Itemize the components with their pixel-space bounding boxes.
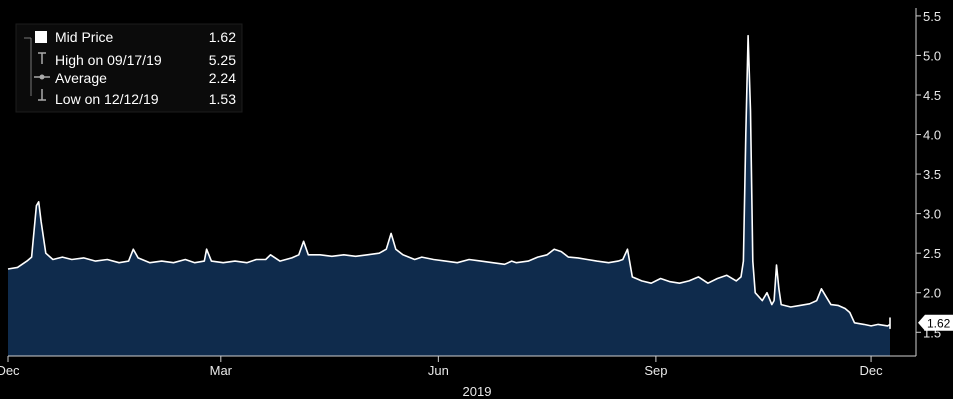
legend-name-high: High on 09/17/19 xyxy=(55,52,162,68)
x-tick-label: Jun xyxy=(428,363,449,378)
price-area-fill xyxy=(8,35,890,356)
x-tick-label: Mar xyxy=(210,363,233,378)
last-value-label: 1.62 xyxy=(927,316,951,330)
high-marker-icon xyxy=(38,52,46,64)
y-tick-label: 5.0 xyxy=(923,48,941,63)
legend-value-high: 5.25 xyxy=(209,52,236,68)
y-tick-label: 3.0 xyxy=(923,207,941,222)
legend-value-low: 1.53 xyxy=(209,91,236,107)
x-tick-label: Dec xyxy=(860,363,884,378)
average-marker-icon xyxy=(34,74,50,80)
legend-name-low: Low on 12/12/19 xyxy=(55,91,159,107)
legend: Mid Price 1.62 High on 09/17/19 5.25 Ave… xyxy=(15,23,243,113)
last-value-badge xyxy=(918,314,953,331)
y-tick-label: 5.5 xyxy=(923,9,941,24)
legend-box xyxy=(15,23,243,113)
mid-price-swatch-icon xyxy=(35,31,47,43)
y-tick-label: 4.0 xyxy=(923,128,941,143)
y-tick-label: 4.5 xyxy=(923,88,941,103)
legend-connector xyxy=(24,37,32,96)
legend-name-mid-price: Mid Price xyxy=(55,29,114,45)
y-tick-label: 3.5 xyxy=(923,167,941,182)
x-tick-label: Sep xyxy=(644,363,667,378)
legend-value-mid-price: 1.62 xyxy=(209,29,236,45)
price-series-line xyxy=(7,34,891,330)
year-label: 2019 xyxy=(463,384,492,399)
low-marker-icon xyxy=(38,89,46,101)
legend-name-average: Average xyxy=(55,70,107,86)
x-tick-label: Dec xyxy=(0,363,20,378)
y-tick-label: 2.5 xyxy=(923,246,941,261)
area-layer xyxy=(7,34,891,356)
y-tick-label: 2.0 xyxy=(923,286,941,301)
legend-value-average: 2.24 xyxy=(209,70,236,86)
